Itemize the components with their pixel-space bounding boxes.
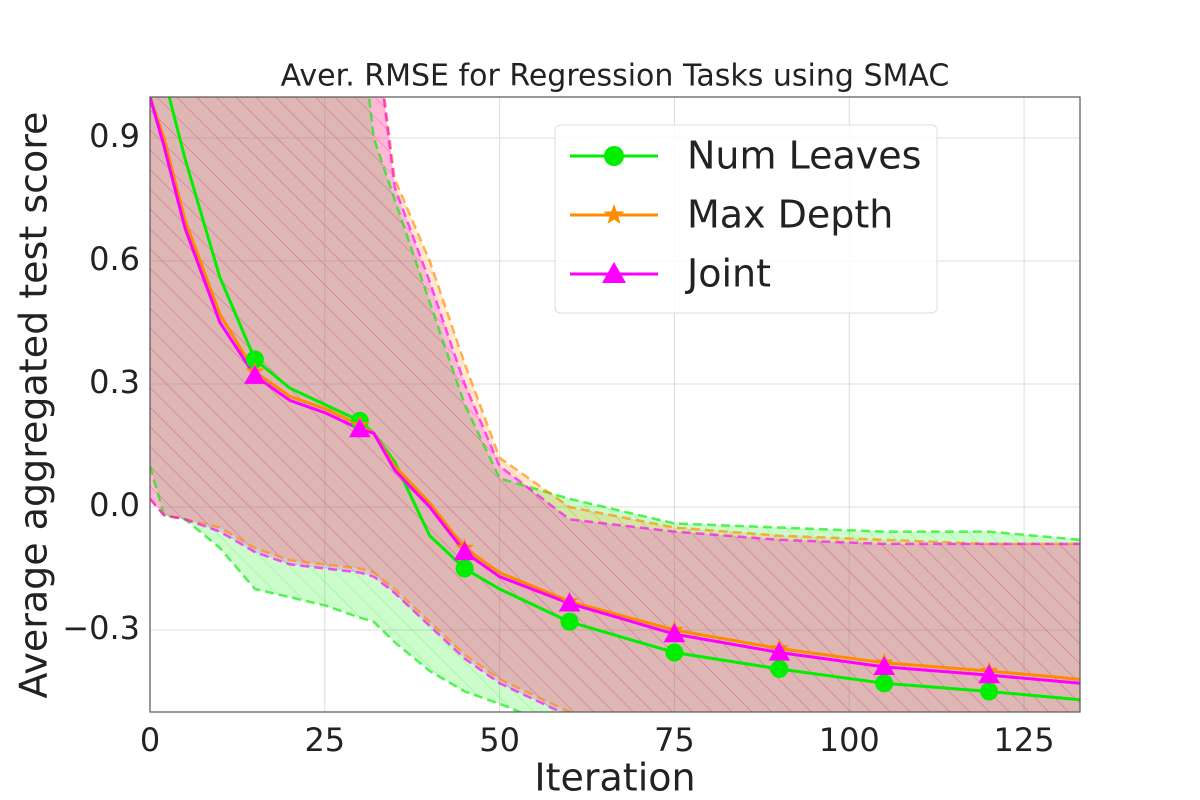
marker	[875, 674, 894, 693]
marker	[603, 204, 625, 224]
marker	[873, 656, 896, 675]
marker	[604, 146, 624, 166]
x-tick-label: 0	[140, 721, 160, 759]
y-tick-label: 0.0	[89, 486, 140, 524]
marker	[455, 559, 474, 578]
marker	[245, 350, 264, 369]
x-tick-label: 75	[654, 721, 695, 759]
marker	[665, 643, 684, 662]
marker	[453, 541, 476, 561]
marker	[558, 592, 581, 612]
legend-box	[554, 124, 938, 314]
x-tick-label: 125	[994, 721, 1055, 759]
markers	[244, 350, 1000, 701]
band-edge	[150, 497, 564, 712]
band-hatch	[150, 97, 1080, 712]
marker	[978, 664, 1000, 684]
legend-label: Joint	[685, 252, 771, 296]
marker	[770, 659, 789, 678]
marker	[244, 365, 266, 384]
marker	[663, 623, 686, 643]
marker	[560, 612, 579, 631]
legend-label: Num Leaves	[687, 134, 921, 178]
y-tick-label: 0.3	[89, 363, 140, 401]
x-tick-label: 25	[304, 721, 345, 759]
band-edge	[150, 497, 573, 712]
x-tick-label: 100	[819, 721, 880, 759]
band-edge	[367, 97, 1080, 542]
band-edge	[382, 97, 1080, 546]
x-tick-label: 50	[479, 721, 520, 759]
band-edge	[382, 97, 1080, 546]
marker	[768, 641, 791, 661]
legend-label: Max Depth	[687, 193, 893, 237]
band-edge	[150, 465, 523, 712]
legend: Num Leaves Max Depth Joint	[554, 124, 938, 314]
marker	[980, 682, 999, 701]
chart-title: Aver. RMSE for Regression Tasks using SM…	[281, 59, 950, 94]
y-tick-label: 0.9	[89, 117, 140, 155]
x-axis-label: Iteration	[534, 756, 695, 800]
plot-area	[150, 97, 1080, 712]
plot-frame	[149, 96, 1081, 713]
y-tick-label: −0.3	[62, 609, 140, 647]
marker	[602, 262, 626, 283]
axes: 0 25 50 75 100 125 −0.3 0.0 0.3 0.6 0.9	[62, 117, 1054, 759]
marker	[348, 418, 371, 438]
y-axis-label: Average aggregated test score	[12, 112, 56, 699]
y-tick-label: 0.6	[89, 240, 140, 278]
